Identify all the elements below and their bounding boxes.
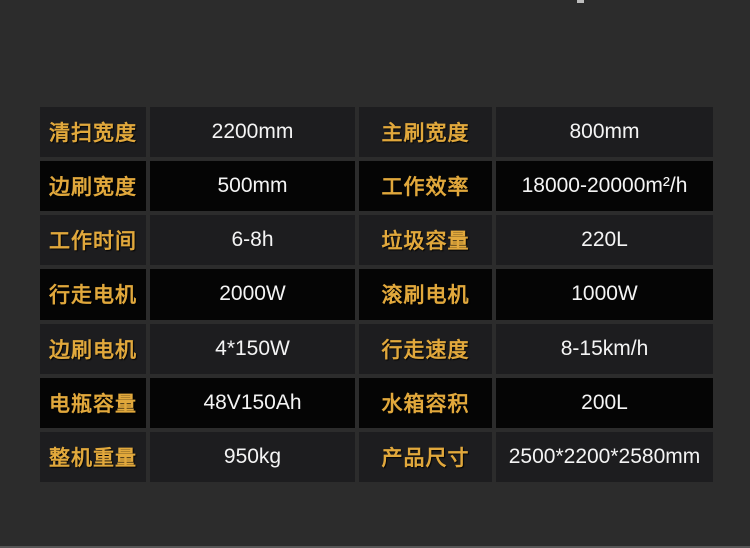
spec-value-travel-speed: 8-15km/h xyxy=(496,323,713,374)
spec-label-water-tank-volume: 水箱容积 xyxy=(359,377,492,428)
spec-value-garbage-capacity: 220L xyxy=(496,215,713,266)
spec-value-machine-weight: 950kg xyxy=(150,431,355,482)
spec-value-water-tank-volume: 200L xyxy=(496,377,713,428)
spec-label-roller-brush-motor: 滚刷电机 xyxy=(359,269,492,320)
spec-value-roller-brush-motor: 1000W xyxy=(496,269,713,320)
spec-label-main-brush-width: 主刷宽度 xyxy=(359,107,492,158)
spec-label-side-brush-width: 边刷宽度 xyxy=(40,161,146,212)
spec-label-product-size: 产品尺寸 xyxy=(359,431,492,482)
spec-label-work-time: 工作时间 xyxy=(40,215,146,266)
spec-value-product-size: 2500*2200*2580mm xyxy=(496,431,713,482)
spec-value-battery-capacity: 48V150Ah xyxy=(150,377,355,428)
spec-label-machine-weight: 整机重量 xyxy=(40,431,146,482)
product-spec-table: 清扫宽度 2200mm 主刷宽度 800mm 边刷宽度 500mm 工作效率 1… xyxy=(40,107,713,482)
spec-value-side-brush-width: 500mm xyxy=(150,161,355,212)
cropped-text-artifact xyxy=(577,0,584,3)
spec-value-work-time: 6-8h xyxy=(150,215,355,266)
bottom-edge-strip xyxy=(0,546,750,548)
spec-value-side-brush-motor: 4*150W xyxy=(150,323,355,374)
spec-value-main-brush-width: 800mm xyxy=(496,107,713,158)
spec-label-side-brush-motor: 边刷电机 xyxy=(40,323,146,374)
spec-label-battery-capacity: 电瓶容量 xyxy=(40,377,146,428)
spec-value-drive-motor: 2000W xyxy=(150,269,355,320)
spec-value-sweep-width: 2200mm xyxy=(150,107,355,158)
spec-value-work-efficiency: 18000-20000m²/h xyxy=(496,161,713,212)
spec-label-drive-motor: 行走电机 xyxy=(40,269,146,320)
spec-label-work-efficiency: 工作效率 xyxy=(359,161,492,212)
spec-label-sweep-width: 清扫宽度 xyxy=(40,107,146,158)
spec-label-travel-speed: 行走速度 xyxy=(359,323,492,374)
spec-label-garbage-capacity: 垃圾容量 xyxy=(359,215,492,266)
